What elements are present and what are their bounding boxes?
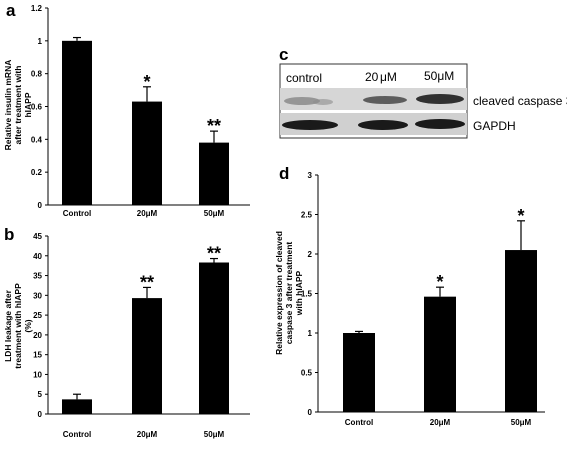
y-tick-label: 25 — [33, 311, 42, 320]
significance-marker: * — [143, 72, 150, 92]
y-tick-label: 0.6 — [31, 103, 43, 112]
y-tick-label: 40 — [33, 252, 42, 261]
y-tick-label: 45 — [33, 232, 42, 241]
y-tick-label: 1.2 — [31, 4, 43, 13]
y-axis-title-line: treatment with hIAPP — [13, 283, 23, 369]
blot-lane-label-20-unit: μM — [380, 70, 397, 84]
y-tick-label: 0.4 — [31, 135, 43, 144]
blot-row-label-caspase3: cleaved caspase 3 — [473, 94, 567, 108]
y-tick-label: 3 — [308, 171, 313, 180]
panel-label-d: d — [279, 164, 289, 183]
y-tick-label: 5 — [38, 390, 43, 399]
bar-50μM — [199, 142, 229, 205]
blot-lane-label-50: 50μM — [424, 69, 454, 83]
bar-Control — [62, 399, 92, 414]
significance-marker: ** — [207, 244, 221, 264]
blot-band-gapdh-50 — [415, 119, 465, 129]
category-label: 20μM — [137, 209, 158, 218]
y-tick-label: 0.2 — [31, 168, 43, 177]
blot-band-caspase3-control — [284, 97, 320, 105]
chart-a-insulin-mrna: 0 0.2 0.4 0.6 0.8 1 1.2 Relative insulin mRNAaf… — [3, 4, 250, 218]
y-tick-label: 1 — [308, 329, 313, 338]
y-axis-title-line: hIAPP — [23, 92, 33, 117]
panel-label-a: a — [6, 1, 16, 20]
category-label: Control — [63, 209, 91, 218]
y-axis-title-line: LDH leakage after — [3, 289, 13, 361]
y-tick-label: 35 — [33, 272, 42, 281]
y-tick-label: 2.5 — [301, 211, 313, 220]
y-tick-label: 0 — [308, 408, 313, 417]
blot-band-caspase3-control-b — [313, 99, 333, 105]
bar-Control — [62, 40, 92, 206]
blot-band-gapdh-20 — [358, 120, 408, 130]
bar-50μM — [505, 250, 537, 412]
western-blot-panel: control 20 μM 50μM cleaved caspase 3 GAP… — [279, 63, 567, 139]
y-tick-label: 2 — [308, 250, 313, 259]
chart-d-cleaved-caspase3: 0 0.5 1 1.5 2 2.5 3 Relative expression of clea… — [274, 171, 545, 427]
blot-lane-label-control: control — [286, 71, 322, 85]
y-axis-title-line: Relative expression of cleaved — [274, 231, 284, 355]
blot-band-caspase3-50 — [416, 94, 464, 104]
significance-marker: ** — [140, 272, 154, 292]
bar-20μM — [132, 298, 162, 414]
blot-band-gapdh-control — [282, 120, 338, 130]
y-tick-label: 0.5 — [301, 369, 313, 378]
y-tick-label: 0 — [38, 410, 43, 419]
category-label: 50μM — [204, 209, 225, 218]
chart-b-ldh-leakage: 0 5 10 15 20 25 30 35 40 45 LDH leakage aftertreat… — [3, 232, 250, 439]
category-label: 50μM — [204, 430, 225, 439]
y-axis-title-line: caspase 3 after treatment — [284, 242, 294, 345]
y-tick-label: 20 — [33, 331, 42, 340]
y-axis-title-line: (%) — [23, 319, 33, 332]
y-axis-title-line: Relative insulin mRNA — [3, 60, 13, 151]
y-axis-title-line: after treatment with — [13, 66, 23, 145]
y-axis-title: Relative insulin mRNAafter treatment wit… — [3, 60, 33, 151]
blot-band-caspase3-20 — [363, 96, 407, 104]
y-tick-label: 0 — [38, 201, 43, 210]
y-axis-title: Relative expression of cleavedcaspase 3 … — [274, 231, 304, 355]
significance-marker: * — [436, 272, 443, 292]
y-tick-label: 10 — [33, 370, 42, 379]
y-tick-label: 15 — [33, 351, 42, 360]
bar-20μM — [424, 296, 456, 412]
panel-label-c: c — [279, 45, 288, 64]
category-label: 20μM — [430, 418, 451, 427]
category-label: 50μM — [511, 418, 532, 427]
significance-marker: ** — [207, 116, 221, 136]
bar-20μM — [132, 101, 162, 205]
blot-row-label-gapdh: GAPDH — [473, 119, 516, 133]
y-tick-label: 30 — [33, 291, 42, 300]
category-label: 20μM — [137, 430, 158, 439]
y-tick-label: 0.8 — [31, 70, 43, 79]
significance-marker: * — [517, 206, 524, 226]
y-tick-label: 1 — [38, 37, 43, 46]
y-axis-title: LDH leakage aftertreatment with hIAPP(%) — [3, 283, 33, 369]
y-axis-title-line: with hIAPP — [294, 270, 304, 316]
panel-label-b: b — [4, 225, 14, 244]
bar-Control — [343, 333, 375, 412]
y-tick-label: 1.5 — [301, 290, 313, 299]
blot-lane-label-20: 20 — [365, 70, 379, 84]
bar-50μM — [199, 262, 229, 414]
category-label: Control — [345, 418, 373, 427]
category-label: Control — [63, 430, 91, 439]
